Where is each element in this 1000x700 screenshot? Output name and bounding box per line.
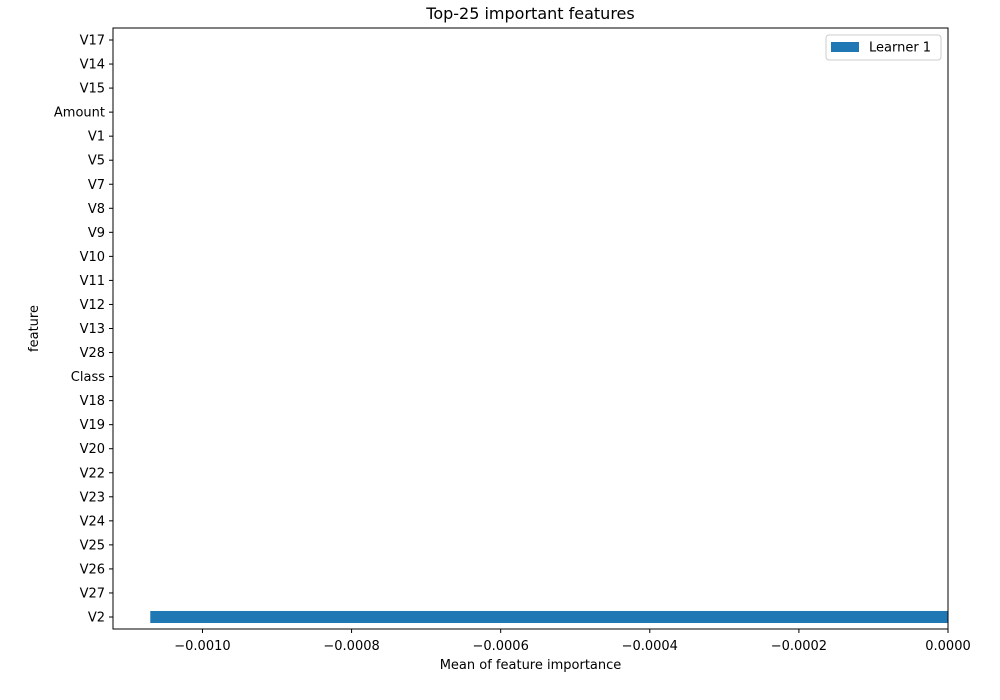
y-tick-label: V27: [80, 586, 105, 601]
y-tick-label: V18: [80, 394, 105, 409]
y-tick-label: V13: [80, 322, 105, 337]
y-tick-label: V9: [88, 226, 105, 241]
x-tick-label: −0.0006: [472, 639, 528, 654]
plot-area: V17 V14 V15 Amount V1 V5 V7 V8 V9 V10 V11 V12 V13 V28…: [54, 27, 971, 654]
x-tick-label: −0.0008: [323, 639, 379, 654]
legend-swatch: [831, 42, 859, 52]
y-tick-label: Class: [71, 370, 105, 385]
y-tick-label: V24: [80, 514, 105, 529]
legend-box: [825, 34, 942, 61]
chart-title: Top-25 important features: [425, 4, 634, 23]
y-tick-label: V5: [88, 154, 105, 169]
y-tick-label: V14: [80, 58, 105, 73]
y-tick-label: V7: [88, 178, 105, 193]
y-tick-label: V8: [88, 202, 105, 217]
x-tick-label: 0.0000: [925, 639, 971, 654]
y-tick-label: V20: [80, 442, 105, 457]
y-tick-label: V22: [80, 466, 105, 481]
y-tick-label: V28: [80, 346, 105, 361]
y-tick-label: V10: [80, 250, 105, 265]
x-tick-label: −0.0004: [622, 639, 678, 654]
y-tick-label: Amount: [54, 106, 105, 121]
y-tick-label: V23: [80, 490, 105, 505]
y-tick-label: V11: [80, 274, 105, 289]
legend: Learner 1: [825, 34, 942, 61]
x-tick-label: −0.0002: [771, 639, 827, 654]
y-tick-label: V26: [80, 562, 105, 577]
plot-frame: [112, 27, 949, 630]
y-tick-label: V25: [80, 538, 105, 553]
y-axis-label: feature: [27, 305, 42, 352]
y-tick-label: V19: [80, 418, 105, 433]
y-tick-label: V15: [80, 82, 105, 97]
y-tick-label: V2: [88, 611, 105, 626]
x-tick-label: −0.0010: [174, 639, 230, 654]
y-tick-label: V1: [88, 130, 105, 145]
y-tick-label: V17: [80, 34, 105, 49]
y-tick-label: V12: [80, 298, 105, 313]
legend-label-learner-1: Learner 1: [869, 41, 931, 56]
x-axis-label: Mean of feature importance: [440, 658, 622, 673]
bar-v2: [150, 610, 948, 624]
